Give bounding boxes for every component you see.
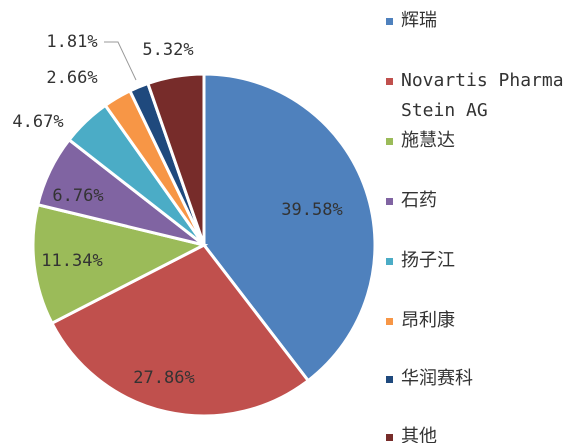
legend-swatch <box>386 138 393 145</box>
pie-slice <box>145 72 206 246</box>
data-label: 27.86% <box>133 368 194 388</box>
legend-label: Novartis Pharma Stein AG <box>401 70 564 121</box>
legend-item: 施慧达 <box>386 126 580 156</box>
legend-swatch <box>386 78 393 85</box>
data-label: 11.34% <box>41 251 102 271</box>
data-label: 1.81% <box>46 32 97 52</box>
legend-swatch <box>386 434 393 441</box>
pie-slice <box>31 202 209 326</box>
data-label: 2.66% <box>46 68 97 88</box>
legend-label: 石药 <box>401 190 437 211</box>
legend-item: 其他 <box>386 422 580 443</box>
legend-label: 扬子江 <box>401 250 455 271</box>
pie-slice <box>49 243 311 418</box>
legend-swatch <box>386 258 393 265</box>
legend-label: 其他 <box>401 426 437 443</box>
legend-item: 昂利康 <box>386 306 580 336</box>
legend-item: 石药 <box>386 186 580 216</box>
legend-swatch <box>386 376 393 383</box>
legend-label: 华润赛科 <box>401 368 473 389</box>
legend-item: Novartis Pharma Stein AG <box>386 66 580 126</box>
legend-item: 辉瑞 <box>386 6 580 36</box>
legend-item: 扬子江 <box>386 246 580 276</box>
pie-slice <box>202 72 377 383</box>
legend-item: 华润赛科 <box>386 364 580 394</box>
leader-line <box>104 41 137 81</box>
data-label: 4.67% <box>12 112 63 132</box>
legend-swatch <box>386 318 393 325</box>
legend-label: 辉瑞 <box>401 10 437 31</box>
legend-swatch <box>386 198 393 205</box>
legend-label: 昂利康 <box>401 310 455 331</box>
legend-swatch <box>386 18 393 25</box>
data-label: 39.58% <box>281 200 342 220</box>
legend-label: 施慧达 <box>401 130 455 151</box>
data-label: 5.32% <box>142 40 193 60</box>
data-label: 6.76% <box>52 186 103 206</box>
